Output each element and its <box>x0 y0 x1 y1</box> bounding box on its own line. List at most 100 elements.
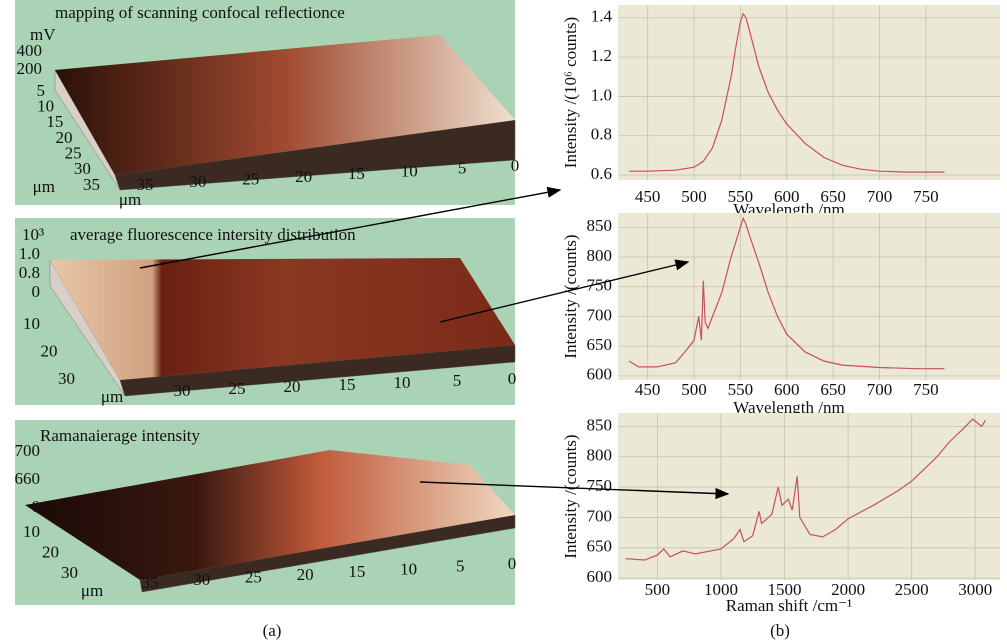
plot-background <box>618 5 1000 180</box>
y-tick-label: 700 <box>587 305 613 324</box>
x-tick-label: 3000 <box>958 580 992 599</box>
spectrum-line <box>625 418 986 561</box>
x-tick-label: 35 <box>137 175 154 194</box>
y-tick-label: 850 <box>587 216 613 235</box>
y-tick-label: 10 <box>23 314 40 333</box>
plot-background <box>618 213 1000 380</box>
caption: (b) <box>770 621 790 640</box>
y-tick-label: 650 <box>587 335 613 354</box>
panel-title: Ramanaierage intensity <box>40 426 201 445</box>
x-tick-label: 10 <box>401 161 418 180</box>
x-tick-label: 1000 <box>704 580 738 599</box>
y-tick-label: 750 <box>587 276 613 295</box>
surface-panel: mapping of scanning confocal reflectionc… <box>15 0 519 209</box>
y-tick-label: 20 <box>56 128 73 147</box>
z-tick-label: 0.8 <box>19 263 40 282</box>
y-tick-label: 0.6 <box>591 164 612 183</box>
x-tick-label: 600 <box>774 380 800 399</box>
x-tick-label: 10 <box>400 559 417 578</box>
x-tick-label: 15 <box>348 562 365 581</box>
y-tick-label: 30 <box>58 369 75 388</box>
x-tick-label: 15 <box>348 164 365 183</box>
x-tick-label: 30 <box>189 172 206 191</box>
x-tick-label: 600 <box>774 187 800 206</box>
y-tick-label: 20 <box>42 542 59 561</box>
x-tick-label: 650 <box>820 380 846 399</box>
y-tick-label: 25 <box>65 144 82 163</box>
panel-title: average fluorescence intersity distribut… <box>70 225 356 244</box>
x-tick-label: 5 <box>453 371 462 390</box>
x-tick-label: 25 <box>229 379 246 398</box>
x-tick-label: 5 <box>456 557 465 576</box>
y-tick-label: 800 <box>587 246 613 265</box>
arrow <box>419 481 730 500</box>
panel-title: mapping of scanning confocal reflectionc… <box>55 3 345 22</box>
x-tick-label: 550 <box>728 380 754 399</box>
arrow <box>139 186 562 269</box>
x-tick-label: 20 <box>284 377 301 396</box>
x-tick-label: 35 <box>142 573 159 592</box>
x-tick-label: 450 <box>635 380 661 399</box>
x-tick-label: 450 <box>635 187 661 206</box>
x-axis-label: μm <box>81 581 103 600</box>
x-tick-label: 0 <box>511 156 520 175</box>
z-tick-label: 660 <box>15 469 41 488</box>
x-tick-label: 30 <box>174 381 191 400</box>
surface-top <box>55 35 515 175</box>
spectrum-plot: 450 500 550 600 650 700 7500.60.81.01.21.4Wave… <box>561 5 1000 219</box>
x-tick-label: 750 <box>913 187 939 206</box>
x-axis-label: μm <box>119 190 141 209</box>
y-axis-label: Intensity /(10⁶ counts) <box>561 17 580 168</box>
x-tick-label: 650 <box>820 187 846 206</box>
y-tick-label: 5 <box>37 81 46 100</box>
spectrum-plot: 500 1000 1500 2000 2500 3000 600 650 700 750 800 85… <box>561 413 1000 615</box>
z-tick-label: 400 <box>17 41 43 60</box>
x-tick-label: 1500 <box>768 580 802 599</box>
y-tick-label: 600 <box>587 365 613 384</box>
x-tick-label: 10 <box>394 373 411 392</box>
x-tick-label: 500 <box>681 380 707 399</box>
x-tick-label: 15 <box>339 375 356 394</box>
arrow <box>439 259 690 323</box>
y-axis-label: Intensity /(counts) <box>561 434 580 558</box>
x-tick-label: 20 <box>295 167 312 186</box>
x-tick-label: 2500 <box>895 580 929 599</box>
x-tick-label: 700 <box>867 187 893 206</box>
surface-panel: average fluorescence intersity distribut… <box>15 218 516 406</box>
spectrum-plot: 450 500 550 600 650 700 750 600 650 700 750 800 850 W… <box>561 213 1000 417</box>
z-tick-label: 0 <box>32 497 41 516</box>
y-tick-label: 30 <box>61 563 78 582</box>
y-tick-label: 30 <box>74 159 91 178</box>
z-tick-label: 0 <box>32 282 41 301</box>
y-tick-label: 15 <box>46 112 63 131</box>
surface-top <box>50 258 515 380</box>
spectrum-line <box>628 216 945 370</box>
spectrum-line <box>629 12 945 173</box>
x-axis-label: μm <box>101 387 123 406</box>
x-tick-label: 30 <box>193 570 210 589</box>
y-tick-label: 10 <box>37 97 54 116</box>
x-axis-label: Wavelength /nm <box>733 398 844 417</box>
x-tick-label: 750 <box>913 380 939 399</box>
z-tick-label: 1.0 <box>19 244 40 263</box>
x-tick-label: 2000 <box>831 580 865 599</box>
x-tick-label: 0 <box>508 369 517 388</box>
x-tick-label: 20 <box>297 565 314 584</box>
x-tick-label: 550 <box>728 187 754 206</box>
x-tick-label: 25 <box>245 567 262 586</box>
x-tick-label: 25 <box>242 169 259 188</box>
y-tick-label: 35 <box>83 175 100 194</box>
x-tick-label: 0 <box>508 554 517 573</box>
y-tick-label: 600 <box>587 567 613 586</box>
z-axis-label: 10³ <box>22 225 44 244</box>
y-tick-label: 800 <box>587 446 613 465</box>
surface-side <box>139 514 516 593</box>
y-axis-label: μm <box>33 177 55 196</box>
x-tick-label: 700 <box>867 380 893 399</box>
caption: (a) <box>263 621 282 640</box>
x-tick-label: 500 <box>681 187 707 206</box>
y-tick-label: 20 <box>41 341 58 360</box>
z-axis-label: mV <box>30 25 56 44</box>
